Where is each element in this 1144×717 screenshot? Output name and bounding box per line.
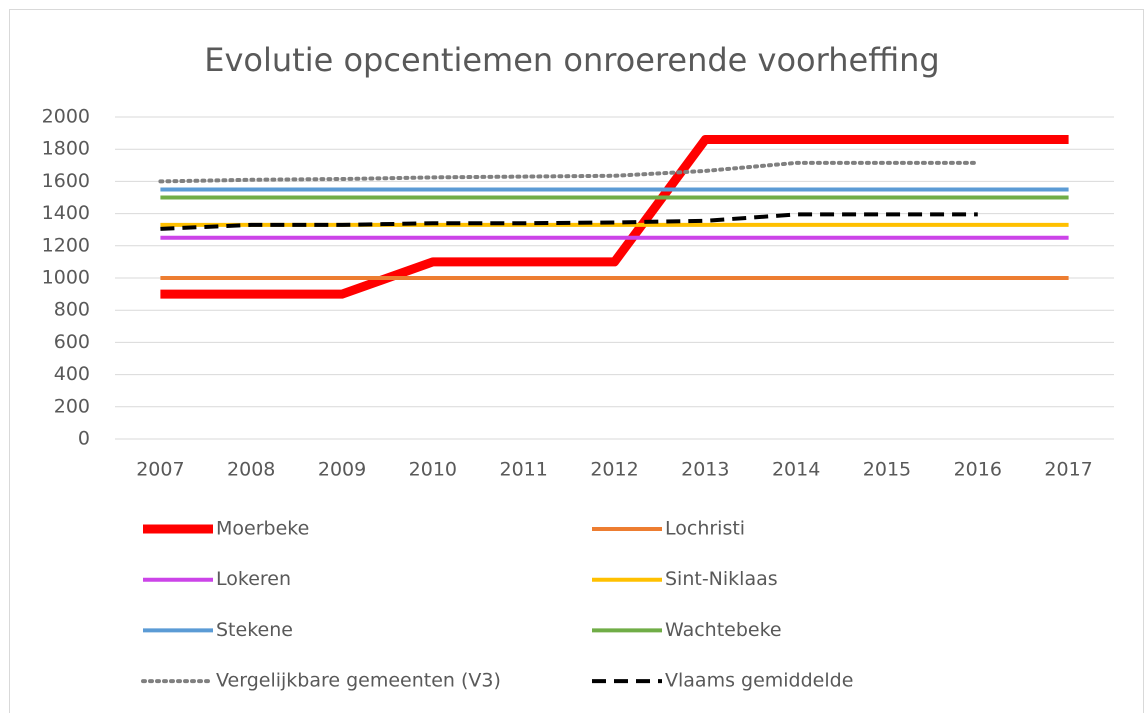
y-tick-label: 800 bbox=[54, 299, 90, 321]
legend-label: Lokeren bbox=[216, 568, 291, 590]
y-tick-label: 1400 bbox=[42, 202, 90, 224]
x-tick-label: 2017 bbox=[1044, 459, 1092, 481]
y-tick-label: 400 bbox=[54, 363, 90, 385]
y-tick-label: 0 bbox=[78, 428, 90, 450]
series-line bbox=[158, 160, 980, 184]
y-tick-label: 1800 bbox=[42, 138, 90, 160]
y-tick-label: 2000 bbox=[42, 106, 90, 128]
chart-border bbox=[9, 9, 1144, 717]
series-line bbox=[160, 212, 978, 231]
legend-label: Sint-Niklaas bbox=[665, 568, 778, 590]
x-tick-label: 2012 bbox=[590, 459, 638, 481]
x-tick-label: 2011 bbox=[500, 459, 548, 481]
y-tick-label: 1600 bbox=[42, 170, 90, 192]
x-tick-label: 2010 bbox=[409, 459, 457, 481]
x-tick-label: 2008 bbox=[227, 459, 275, 481]
legend-label: Vlaams gemiddelde bbox=[665, 670, 853, 692]
legend-label: Moerbeke bbox=[216, 518, 309, 540]
x-tick-label: 2015 bbox=[863, 459, 911, 481]
x-tick-label: 2009 bbox=[318, 459, 366, 481]
x-tick-label: 2016 bbox=[954, 459, 1002, 481]
legend-label: Lochristi bbox=[665, 518, 745, 540]
chart-title: Evolutie opcentiemen onroerende voorheff… bbox=[204, 41, 939, 79]
y-tick-label: 1000 bbox=[42, 267, 90, 289]
legend-label: Stekene bbox=[216, 619, 293, 641]
y-tick-label: 600 bbox=[54, 331, 90, 353]
y-tick-label: 1200 bbox=[42, 234, 90, 256]
legend-label: Vergelijkbare gemeenten (V3) bbox=[216, 670, 501, 692]
series-line bbox=[160, 135, 1069, 299]
legend-label: Wachtebeke bbox=[665, 619, 782, 641]
x-tick-label: 2013 bbox=[681, 459, 729, 481]
x-tick-label: 2007 bbox=[136, 459, 184, 481]
x-tick-label: 2014 bbox=[772, 459, 820, 481]
y-tick-label: 200 bbox=[54, 395, 90, 417]
